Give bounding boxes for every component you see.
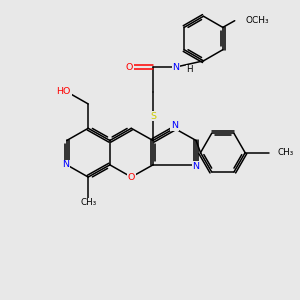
Text: N: N xyxy=(193,162,200,171)
Text: CH₃: CH₃ xyxy=(278,148,294,157)
Text: O: O xyxy=(128,172,135,182)
Text: H: H xyxy=(187,65,193,74)
Text: N: N xyxy=(171,122,178,130)
Text: HO: HO xyxy=(57,87,71,96)
Text: O: O xyxy=(125,63,133,72)
Text: N: N xyxy=(62,160,69,169)
Text: OCH₃: OCH₃ xyxy=(245,16,269,25)
Text: N: N xyxy=(172,63,179,72)
Text: CH₃: CH₃ xyxy=(80,198,96,207)
Text: S: S xyxy=(150,112,156,121)
